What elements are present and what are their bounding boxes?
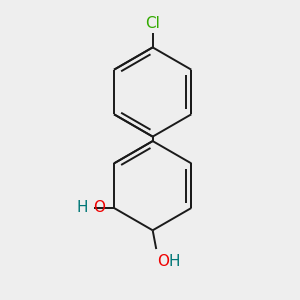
Text: O: O [157, 254, 169, 268]
Text: O: O [93, 200, 105, 215]
Text: H: H [77, 200, 88, 215]
Text: Cl: Cl [145, 16, 160, 31]
Text: H: H [169, 254, 180, 268]
